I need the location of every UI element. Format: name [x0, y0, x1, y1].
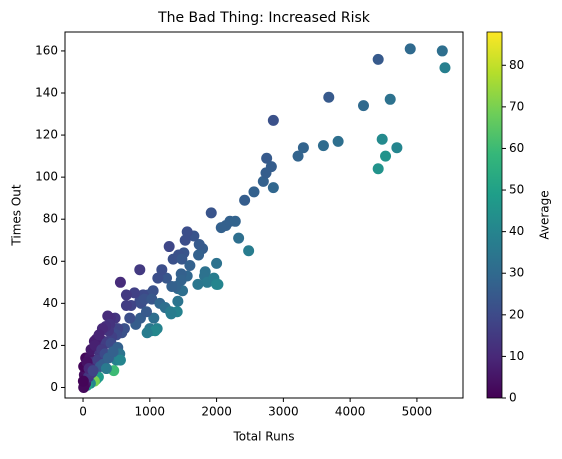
colorbar-tick-label: 40 — [509, 224, 524, 238]
colorbar-tick-label: 50 — [509, 183, 524, 197]
point — [239, 194, 251, 206]
point — [161, 272, 173, 284]
point — [372, 53, 384, 65]
y-tick-label: 100 — [35, 170, 58, 184]
point — [211, 257, 223, 269]
point — [163, 241, 175, 253]
point — [120, 299, 132, 311]
y-tick-label: 140 — [35, 86, 58, 100]
point — [179, 234, 191, 246]
point — [124, 312, 136, 324]
point — [267, 114, 279, 126]
point — [229, 215, 241, 227]
point — [166, 281, 178, 293]
x-axis-label: Total Runs — [232, 430, 294, 444]
point — [193, 249, 205, 261]
x-tick-label: 0 — [79, 405, 87, 419]
y-tick-label: 80 — [43, 212, 58, 226]
point — [376, 133, 388, 145]
point — [100, 363, 112, 375]
point — [257, 175, 269, 187]
point — [297, 142, 309, 154]
x-tick-label: 4000 — [335, 405, 366, 419]
x-tick-label: 3000 — [268, 405, 299, 419]
point — [181, 226, 193, 238]
point — [439, 62, 451, 74]
y-tick-label: 0 — [50, 380, 58, 394]
point — [193, 238, 205, 250]
point — [380, 150, 392, 162]
point — [205, 207, 217, 219]
point — [358, 100, 369, 112]
point — [243, 245, 255, 257]
point — [165, 308, 177, 320]
colorbar-tick-label: 60 — [509, 141, 524, 155]
colorbar-tick-label: 10 — [509, 349, 524, 363]
point — [114, 354, 126, 366]
point — [87, 365, 99, 377]
point — [212, 278, 224, 290]
point — [167, 253, 179, 265]
point — [120, 289, 132, 301]
colorbar-tick-label: 70 — [509, 99, 524, 113]
point — [152, 272, 164, 284]
point — [261, 152, 273, 164]
point — [323, 91, 335, 103]
point — [372, 163, 384, 175]
point — [384, 93, 396, 105]
point — [391, 142, 403, 154]
point — [292, 150, 304, 162]
point — [140, 306, 152, 318]
point — [107, 346, 119, 358]
plot-frame — [64, 31, 464, 399]
point — [93, 329, 105, 341]
y-tick-label: 20 — [43, 338, 58, 352]
point — [102, 310, 114, 322]
colorbar-tick-label: 80 — [509, 58, 524, 72]
chart-title: The Bad Thing: Increased Risk — [157, 10, 371, 26]
point — [114, 276, 126, 288]
point — [317, 140, 329, 152]
point — [148, 312, 160, 324]
colorbar-label: Average — [538, 190, 552, 239]
point — [141, 327, 153, 339]
colorbar-tick-label: 20 — [509, 307, 524, 321]
y-axis-label: Times Out — [10, 184, 24, 246]
colorbar — [486, 31, 503, 399]
colorbar-tick-label: 0 — [509, 391, 517, 405]
x-tick-label: 5000 — [402, 405, 433, 419]
x-tick-label: 2000 — [201, 405, 232, 419]
point — [77, 375, 89, 387]
point — [215, 222, 227, 234]
point — [267, 182, 279, 194]
point — [156, 264, 168, 276]
y-tick-label: 120 — [35, 128, 58, 142]
point — [332, 135, 344, 147]
x-tick-label: 1000 — [135, 405, 166, 419]
point — [192, 278, 204, 290]
y-tick-label: 160 — [35, 43, 58, 57]
y-tick-label: 60 — [43, 254, 58, 268]
point — [233, 232, 245, 244]
point — [184, 259, 196, 271]
point — [134, 264, 146, 276]
point — [436, 45, 448, 57]
y-tick-label: 40 — [43, 296, 58, 310]
point — [248, 186, 260, 198]
point — [176, 253, 188, 265]
point — [172, 295, 184, 307]
point — [404, 43, 416, 55]
colorbar-tick-label: 30 — [509, 266, 524, 280]
point — [260, 167, 272, 179]
